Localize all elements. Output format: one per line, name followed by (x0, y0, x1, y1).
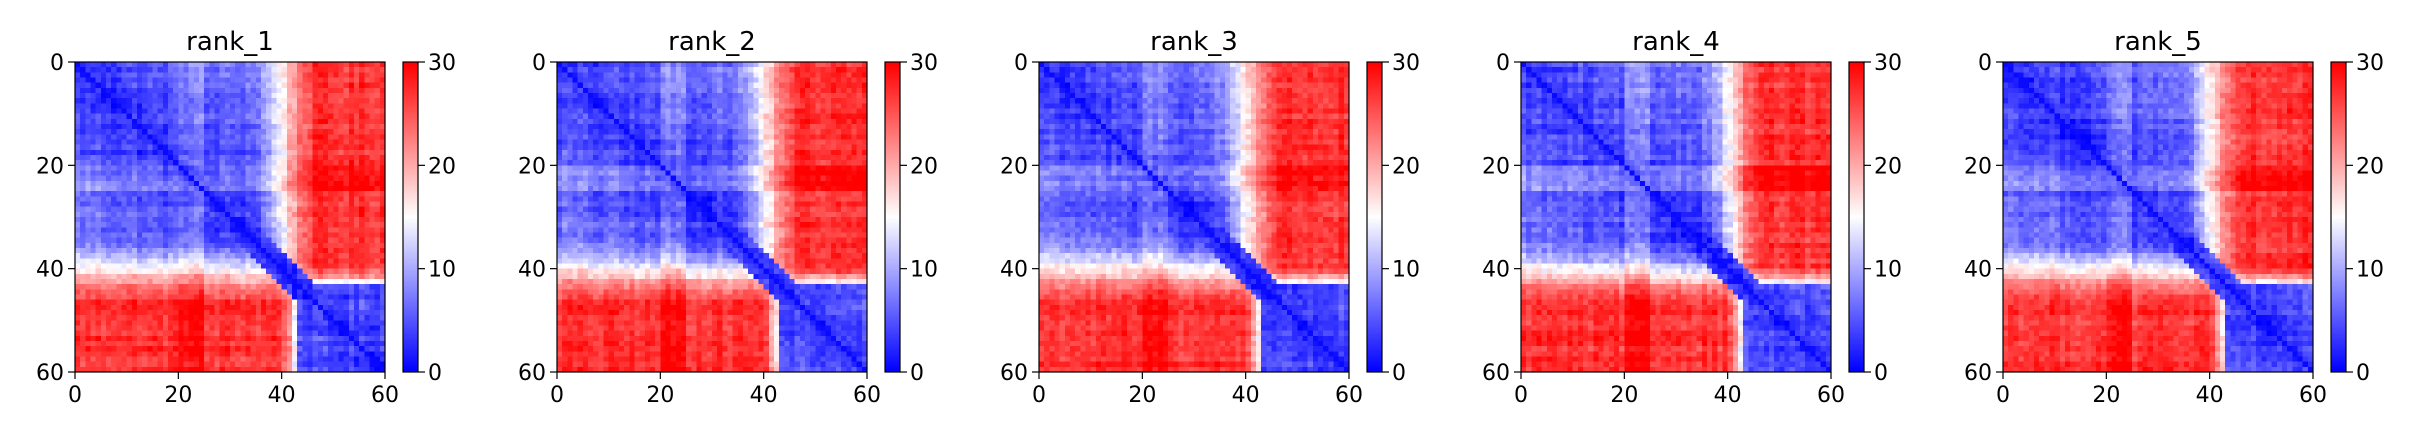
colorbar-tick-label: 10 (1392, 258, 1420, 283)
y-tick-label: 40 (1964, 258, 1992, 283)
y-tick-label: 60 (1000, 361, 1028, 386)
heatmap-image (1039, 62, 1349, 372)
x-tick-label: 60 (1817, 383, 1845, 408)
x-tick-label: 0 (1032, 383, 1046, 408)
chart-title: rank_4 (1632, 27, 1720, 57)
chart-title: rank_3 (1150, 27, 1238, 57)
colorbar (1849, 62, 1864, 372)
y-tick-label: 20 (1964, 154, 1992, 179)
x-tick-label: 40 (268, 383, 296, 408)
y-tick-label: 60 (1482, 361, 1510, 386)
colorbar-frame (2330, 61, 2347, 373)
y-tick-label: 60 (36, 361, 64, 386)
axes-frame (1038, 61, 1350, 373)
colorbar (885, 62, 900, 372)
colorbar-tick-label: 0 (910, 361, 924, 386)
colorbar-tick-label: 0 (428, 361, 442, 386)
colorbar-frame (1848, 61, 1865, 373)
x-tick-label: 20 (164, 383, 192, 408)
axes-frame (556, 61, 868, 373)
colorbar-tick-label: 30 (428, 51, 456, 76)
x-tick-label: 20 (1610, 383, 1638, 408)
x-tick-label: 40 (1232, 383, 1260, 408)
colorbar-tick-label: 0 (1392, 361, 1406, 386)
x-tick-label: 0 (1514, 383, 1528, 408)
x-tick-label: 20 (2092, 383, 2120, 408)
heatmap-image (1521, 62, 1831, 372)
colorbar-tick-label: 20 (910, 154, 938, 179)
x-tick-label: 40 (2196, 383, 2224, 408)
heatmap-image (75, 62, 385, 372)
y-tick-label: 20 (518, 154, 546, 179)
x-tick-label: 20 (1128, 383, 1156, 408)
y-tick-label: 60 (518, 361, 546, 386)
colorbar-tick-label: 20 (428, 154, 456, 179)
y-tick-label: 20 (1000, 154, 1028, 179)
y-tick-label: 0 (1978, 51, 1992, 76)
colorbar-tick-label: 20 (2356, 154, 2384, 179)
colorbar-tick-label: 20 (1874, 154, 1902, 179)
x-tick-label: 0 (68, 383, 82, 408)
y-tick-label: 60 (1964, 361, 1992, 386)
chart-title: rank_1 (186, 27, 274, 57)
x-tick-label: 60 (371, 383, 399, 408)
y-tick-label: 40 (1000, 258, 1028, 283)
axes-frame (1520, 61, 1832, 373)
colorbar-frame (1366, 61, 1383, 373)
colorbar-tick-label: 0 (1874, 361, 1888, 386)
colorbar-tick-label: 10 (2356, 258, 2384, 283)
heatmap-image (557, 62, 867, 372)
x-tick-label: 40 (750, 383, 778, 408)
x-tick-label: 60 (2299, 383, 2327, 408)
heatmap-image (2003, 62, 2313, 372)
y-tick-label: 40 (36, 258, 64, 283)
colorbar-frame (884, 61, 901, 373)
y-tick-label: 20 (1482, 154, 1510, 179)
x-tick-label: 60 (1335, 383, 1363, 408)
y-tick-label: 40 (518, 258, 546, 283)
chart-title: rank_2 (668, 27, 756, 57)
y-tick-label: 40 (1482, 258, 1510, 283)
colorbar-tick-label: 20 (1392, 154, 1420, 179)
x-tick-label: 20 (646, 383, 674, 408)
colorbar-tick-label: 10 (428, 258, 456, 283)
colorbar (1367, 62, 1382, 372)
x-tick-label: 0 (1996, 383, 2010, 408)
colorbar-frame (402, 61, 419, 373)
x-tick-label: 0 (550, 383, 564, 408)
colorbar-tick-label: 30 (2356, 51, 2384, 76)
colorbar (2331, 62, 2346, 372)
colorbar-tick-label: 30 (1392, 51, 1420, 76)
x-tick-label: 40 (1714, 383, 1742, 408)
y-tick-label: 0 (532, 51, 546, 76)
axes-frame (2002, 61, 2314, 373)
colorbar-tick-label: 30 (1874, 51, 1902, 76)
chart-title: rank_5 (2114, 27, 2202, 57)
x-tick-label: 60 (853, 383, 881, 408)
colorbar-tick-label: 0 (2356, 361, 2370, 386)
colorbar-tick-label: 10 (910, 258, 938, 283)
y-tick-label: 0 (50, 51, 64, 76)
colorbar-tick-label: 10 (1874, 258, 1902, 283)
colorbar (403, 62, 418, 372)
y-tick-label: 20 (36, 154, 64, 179)
y-tick-label: 0 (1496, 51, 1510, 76)
axes-frame (74, 61, 386, 373)
colorbar-tick-label: 30 (910, 51, 938, 76)
y-tick-label: 0 (1014, 51, 1028, 76)
